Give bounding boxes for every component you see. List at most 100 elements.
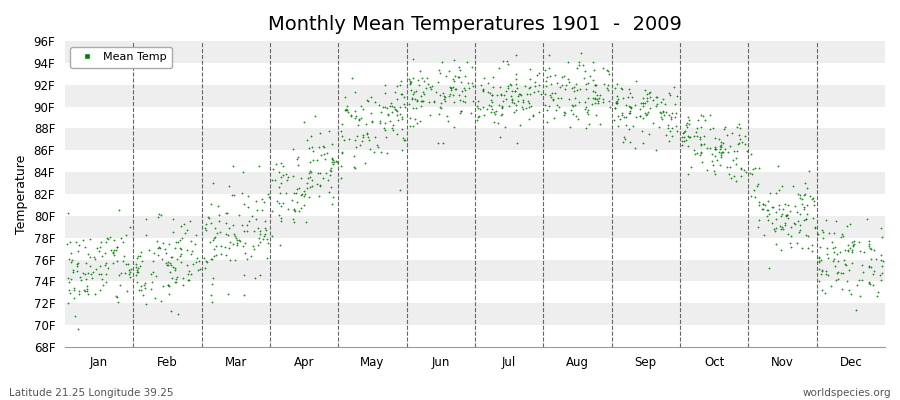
Point [339,102,354,109]
Point [550,102,564,109]
Point [500,61,515,67]
Point [663,128,678,135]
Bar [65,238,885,260]
Point [732,140,746,147]
Point [539,83,554,89]
Point [677,134,691,141]
Point [212,229,227,235]
Point [352,116,366,122]
Point [350,133,365,139]
Point [814,286,829,293]
Point [508,76,523,82]
Point [444,84,458,91]
Point [488,110,502,117]
Point [162,283,176,289]
Point [634,100,648,106]
Point [261,191,275,197]
Point [838,247,852,254]
Point [471,114,485,120]
Point [568,94,582,101]
Point [613,116,627,122]
Point [788,221,802,227]
Point [184,271,198,277]
Point [568,102,582,108]
Point [154,212,168,218]
Point [774,213,788,219]
Y-axis label: Temperature: Temperature [15,154,28,234]
Point [748,165,762,171]
Point [144,286,158,292]
Point [532,82,546,89]
Point [507,100,521,106]
Point [166,216,180,222]
Point [774,225,788,232]
Point [230,237,244,244]
Point [205,236,220,243]
Point [774,247,788,253]
Point [730,148,744,154]
Point [347,137,362,143]
Point [663,91,678,98]
Point [530,88,544,94]
Point [110,294,124,301]
Point [265,208,279,214]
Point [174,246,188,252]
Point [793,227,807,234]
Point [600,85,615,92]
Point [752,216,766,223]
Point [706,162,720,168]
Point [176,282,190,288]
Point [633,112,647,119]
Point [679,122,693,128]
Point [214,242,229,249]
Point [387,104,401,110]
Point [874,256,888,263]
Point [532,70,546,76]
Point [662,90,676,96]
Point [863,244,878,251]
Point [740,148,754,154]
Point [494,91,508,98]
Point [486,74,500,80]
Point [700,145,715,151]
Point [286,216,301,222]
Point [316,143,330,149]
Point [93,287,107,293]
Point [303,168,318,174]
Point [639,98,653,104]
Point [558,86,572,92]
Point [122,271,136,277]
Point [120,288,134,295]
Point [669,123,683,129]
Point [590,112,604,118]
Point [275,172,290,178]
Point [559,82,573,88]
Point [448,86,463,92]
Point [219,220,233,227]
Point [267,177,282,184]
Point [495,104,509,111]
Point [653,99,668,105]
Point [173,253,187,260]
Point [417,78,431,84]
Point [73,274,87,280]
Point [253,228,267,234]
Point [543,73,557,79]
Point [680,170,695,177]
Point [80,291,94,298]
Point [274,202,288,209]
Point [372,102,386,108]
Point [300,137,314,144]
Point [876,258,890,264]
Point [416,97,430,104]
Point [521,116,535,122]
Point [850,281,864,288]
Point [444,87,458,93]
Point [663,114,678,120]
Point [380,105,394,111]
Point [532,108,546,115]
Point [696,112,710,119]
Point [580,95,595,101]
Point [374,108,388,115]
Point [534,91,548,98]
